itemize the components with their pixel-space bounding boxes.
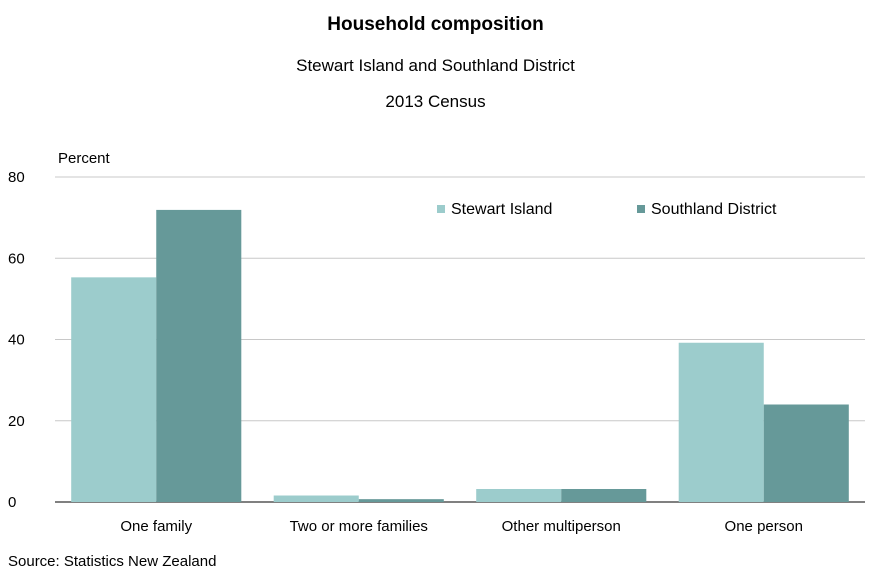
y-tick-labels: 0 20 40 60 80: [8, 169, 25, 511]
x-tick-label-3: One person: [725, 518, 803, 535]
bar-3-0: [678, 342, 764, 502]
chart-subtitle-region: Stewart Island and Southland District: [296, 56, 575, 75]
y-tick-label-80: 80: [8, 169, 25, 186]
legend-label-1: Southland District: [651, 201, 777, 218]
bar-3-1: [763, 404, 849, 502]
chart-subtitle-census: 2013 Census: [385, 92, 486, 111]
legend-label-0: Stewart Island: [451, 201, 552, 218]
bar-0-0: [71, 277, 157, 502]
bars: [71, 209, 849, 502]
bar-2-1: [561, 489, 647, 502]
x-tick-label-2: Other multiperson: [502, 518, 621, 535]
bar-0-1: [156, 209, 242, 502]
bar-2-0: [476, 489, 562, 502]
y-axis-label: Percent: [58, 150, 110, 167]
x-tick-labels: One family Two or more families Other mult…: [120, 518, 803, 535]
y-tick-label-60: 60: [8, 250, 25, 267]
bar-chart: 0 20 40 60 80 One family Two or more families…: [8, 169, 865, 535]
legend-swatch-0: [437, 205, 445, 213]
legend: Stewart Island Southland District: [437, 201, 777, 218]
legend-swatch-1: [637, 205, 645, 213]
bar-1-1: [358, 499, 444, 502]
bar-1-0: [273, 495, 359, 502]
y-tick-label-20: 20: [8, 413, 25, 430]
chart-title: Household composition: [327, 14, 544, 35]
y-tick-label-0: 0: [8, 494, 16, 511]
x-tick-label-1: Two or more families: [290, 518, 428, 535]
x-tick-label-0: One family: [120, 518, 192, 535]
y-tick-label-40: 40: [8, 332, 25, 349]
source-note: Source: Statistics New Zealand: [8, 553, 217, 570]
